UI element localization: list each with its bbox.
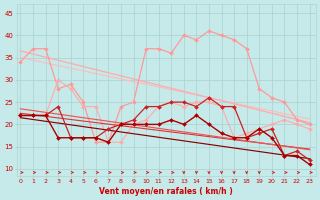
X-axis label: Vent moyen/en rafales ( km/h ): Vent moyen/en rafales ( km/h ) [100, 187, 233, 196]
